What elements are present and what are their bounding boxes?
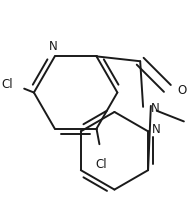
Text: Cl: Cl [95,158,107,171]
Text: O: O [177,84,186,97]
Text: N: N [151,102,160,115]
Text: N: N [48,40,57,53]
Text: Cl: Cl [1,78,13,91]
Text: N: N [152,123,161,136]
